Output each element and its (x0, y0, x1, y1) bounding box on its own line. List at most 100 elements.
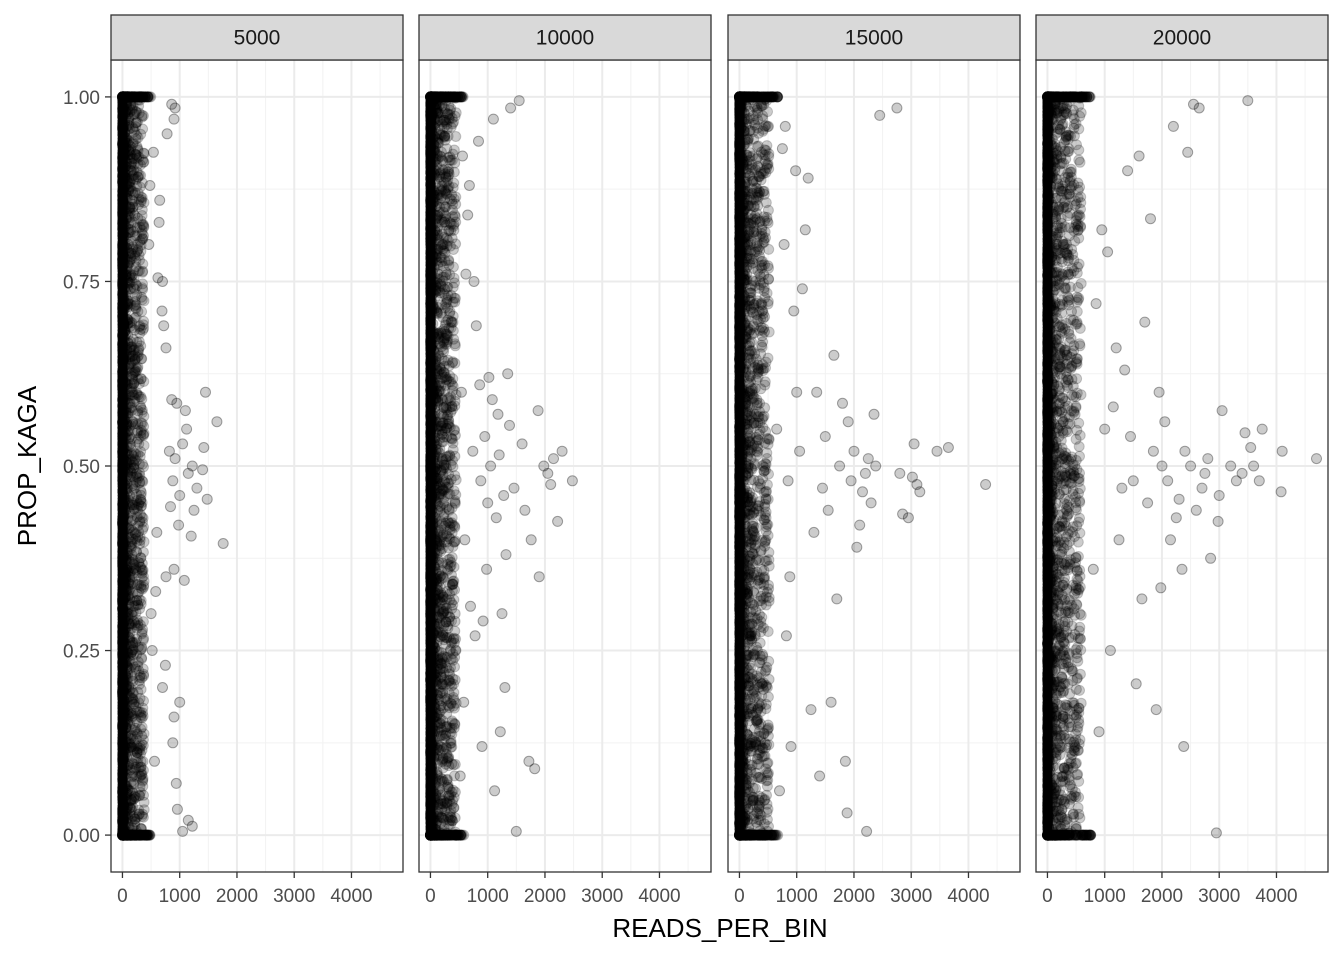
point (128, 600, 140, 612)
point (131, 289, 143, 300)
point (131, 387, 143, 399)
point (161, 128, 173, 140)
point (129, 595, 141, 607)
point (131, 140, 143, 152)
point (449, 296, 461, 308)
point (128, 126, 140, 138)
point (131, 388, 142, 400)
point (130, 752, 142, 764)
point (437, 557, 449, 569)
point (490, 512, 502, 524)
point (496, 608, 508, 620)
point (459, 534, 471, 546)
point (136, 294, 148, 306)
point (168, 563, 180, 575)
point (129, 250, 141, 262)
point (131, 436, 143, 448)
point (131, 579, 143, 590)
point (450, 216, 462, 228)
point (145, 91, 157, 103)
point (127, 533, 139, 545)
point (129, 454, 140, 466)
point (129, 556, 141, 568)
point (141, 91, 153, 103)
point (134, 476, 146, 488)
point (137, 808, 149, 820)
point (191, 482, 203, 494)
point (136, 111, 148, 123)
point (438, 536, 450, 548)
point (494, 726, 506, 738)
point (134, 742, 146, 754)
point (134, 745, 145, 756)
point (449, 536, 461, 548)
point (479, 431, 491, 442)
point (137, 546, 149, 558)
point (135, 169, 147, 181)
point (127, 478, 139, 490)
point (135, 500, 147, 512)
point (177, 825, 189, 837)
point (458, 696, 470, 708)
point (138, 829, 149, 841)
point (133, 100, 145, 112)
point (128, 563, 140, 575)
point (142, 91, 154, 103)
point (130, 733, 142, 745)
point (127, 389, 138, 401)
point (476, 741, 488, 752)
point (146, 645, 158, 656)
point (151, 526, 163, 538)
point (135, 723, 147, 735)
point (489, 785, 501, 797)
point (128, 447, 140, 459)
point (167, 475, 179, 487)
point (131, 488, 142, 500)
point (127, 207, 139, 219)
point (134, 675, 145, 687)
point (137, 429, 149, 440)
point (131, 633, 143, 645)
point (127, 202, 139, 214)
point (138, 521, 149, 533)
point (133, 556, 145, 568)
point (134, 477, 145, 489)
point (134, 740, 146, 752)
point (132, 361, 144, 373)
point (129, 291, 141, 303)
point (136, 475, 148, 487)
point (131, 501, 143, 513)
point (135, 353, 147, 365)
point (492, 408, 504, 420)
point (141, 829, 153, 841)
point (136, 712, 148, 724)
point (135, 191, 147, 203)
point (132, 212, 144, 224)
point (130, 362, 142, 374)
point (129, 724, 140, 736)
point (134, 603, 146, 615)
x-tick-label: 4000 (638, 886, 680, 907)
point (502, 368, 514, 380)
point (129, 619, 141, 631)
point (134, 829, 146, 841)
point (136, 810, 148, 822)
point (128, 745, 140, 757)
point (136, 234, 148, 246)
point (134, 770, 146, 782)
point (136, 224, 148, 236)
point (130, 91, 142, 103)
point (499, 682, 511, 693)
point (127, 710, 139, 722)
point (135, 829, 147, 841)
point (143, 829, 155, 841)
point (132, 244, 144, 256)
point (130, 476, 142, 488)
point (135, 711, 147, 723)
point (136, 91, 148, 103)
point (127, 762, 139, 774)
point (138, 804, 150, 816)
point (127, 577, 139, 588)
point (132, 94, 144, 106)
